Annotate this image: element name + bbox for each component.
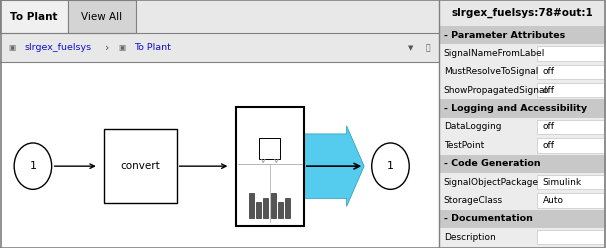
FancyBboxPatch shape <box>278 202 283 218</box>
FancyBboxPatch shape <box>439 173 606 191</box>
FancyBboxPatch shape <box>439 155 606 173</box>
FancyBboxPatch shape <box>264 198 268 218</box>
FancyBboxPatch shape <box>439 228 606 246</box>
Text: slrgex_fuelsys: slrgex_fuelsys <box>24 43 92 52</box>
Text: - Logging and Accessibility: - Logging and Accessibility <box>444 104 587 113</box>
Text: ▣: ▣ <box>118 43 125 52</box>
FancyBboxPatch shape <box>538 230 604 244</box>
FancyBboxPatch shape <box>538 175 604 189</box>
Text: slrgex_fuelsys:78#out:1: slrgex_fuelsys:78#out:1 <box>451 7 593 18</box>
Text: - Parameter Attributes: - Parameter Attributes <box>444 31 565 40</box>
Text: StorageClass: StorageClass <box>444 196 503 205</box>
Text: off: off <box>542 67 554 76</box>
FancyBboxPatch shape <box>256 202 261 218</box>
Text: 1: 1 <box>387 161 394 171</box>
FancyBboxPatch shape <box>285 198 290 218</box>
Text: 🔍: 🔍 <box>425 43 430 52</box>
FancyBboxPatch shape <box>538 193 604 208</box>
Text: ▣: ▣ <box>8 43 16 52</box>
FancyBboxPatch shape <box>439 26 606 44</box>
FancyBboxPatch shape <box>439 136 606 155</box>
Text: MustResolveToSignal: MustResolveToSignal <box>444 67 538 76</box>
FancyBboxPatch shape <box>104 129 176 203</box>
Text: Auto: Auto <box>542 196 564 205</box>
Text: SignalObjectPackage: SignalObjectPackage <box>444 178 539 186</box>
Ellipse shape <box>14 143 52 189</box>
Text: SignalNameFromLabel: SignalNameFromLabel <box>444 49 545 58</box>
FancyBboxPatch shape <box>271 193 276 218</box>
Text: ShowPropagatedSignal: ShowPropagatedSignal <box>444 86 548 95</box>
FancyBboxPatch shape <box>538 120 604 134</box>
FancyBboxPatch shape <box>439 210 606 228</box>
Text: ▼: ▼ <box>408 45 413 51</box>
FancyBboxPatch shape <box>439 81 606 99</box>
Text: - Code Generation: - Code Generation <box>444 159 541 168</box>
FancyBboxPatch shape <box>136 0 439 33</box>
Text: Description: Description <box>444 233 496 242</box>
FancyBboxPatch shape <box>250 193 255 218</box>
FancyBboxPatch shape <box>236 107 304 226</box>
FancyBboxPatch shape <box>538 46 604 61</box>
FancyBboxPatch shape <box>538 65 604 79</box>
Text: 1: 1 <box>30 161 36 171</box>
Text: DataLogging: DataLogging <box>444 123 501 131</box>
FancyBboxPatch shape <box>0 33 439 62</box>
FancyBboxPatch shape <box>439 191 606 210</box>
Text: Simulink: Simulink <box>542 178 582 186</box>
FancyBboxPatch shape <box>439 246 606 248</box>
FancyBboxPatch shape <box>68 0 136 33</box>
Text: To Plant: To Plant <box>134 43 171 52</box>
FancyBboxPatch shape <box>0 0 68 33</box>
FancyBboxPatch shape <box>439 44 606 63</box>
FancyBboxPatch shape <box>538 83 604 97</box>
FancyBboxPatch shape <box>538 138 604 153</box>
Text: View All: View All <box>81 12 122 22</box>
FancyBboxPatch shape <box>0 62 439 248</box>
Text: TestPoint: TestPoint <box>444 141 484 150</box>
FancyArrow shape <box>304 126 364 206</box>
Text: off: off <box>542 123 554 131</box>
Ellipse shape <box>371 143 409 189</box>
FancyBboxPatch shape <box>439 99 606 118</box>
Text: - Documentation: - Documentation <box>444 214 533 223</box>
FancyBboxPatch shape <box>259 138 281 159</box>
Text: off: off <box>542 141 554 150</box>
FancyBboxPatch shape <box>439 118 606 136</box>
FancyBboxPatch shape <box>439 63 606 81</box>
Text: To Plant: To Plant <box>10 12 58 22</box>
Text: convert: convert <box>121 161 160 171</box>
Text: off: off <box>542 86 554 95</box>
Text: ›: › <box>105 43 110 53</box>
